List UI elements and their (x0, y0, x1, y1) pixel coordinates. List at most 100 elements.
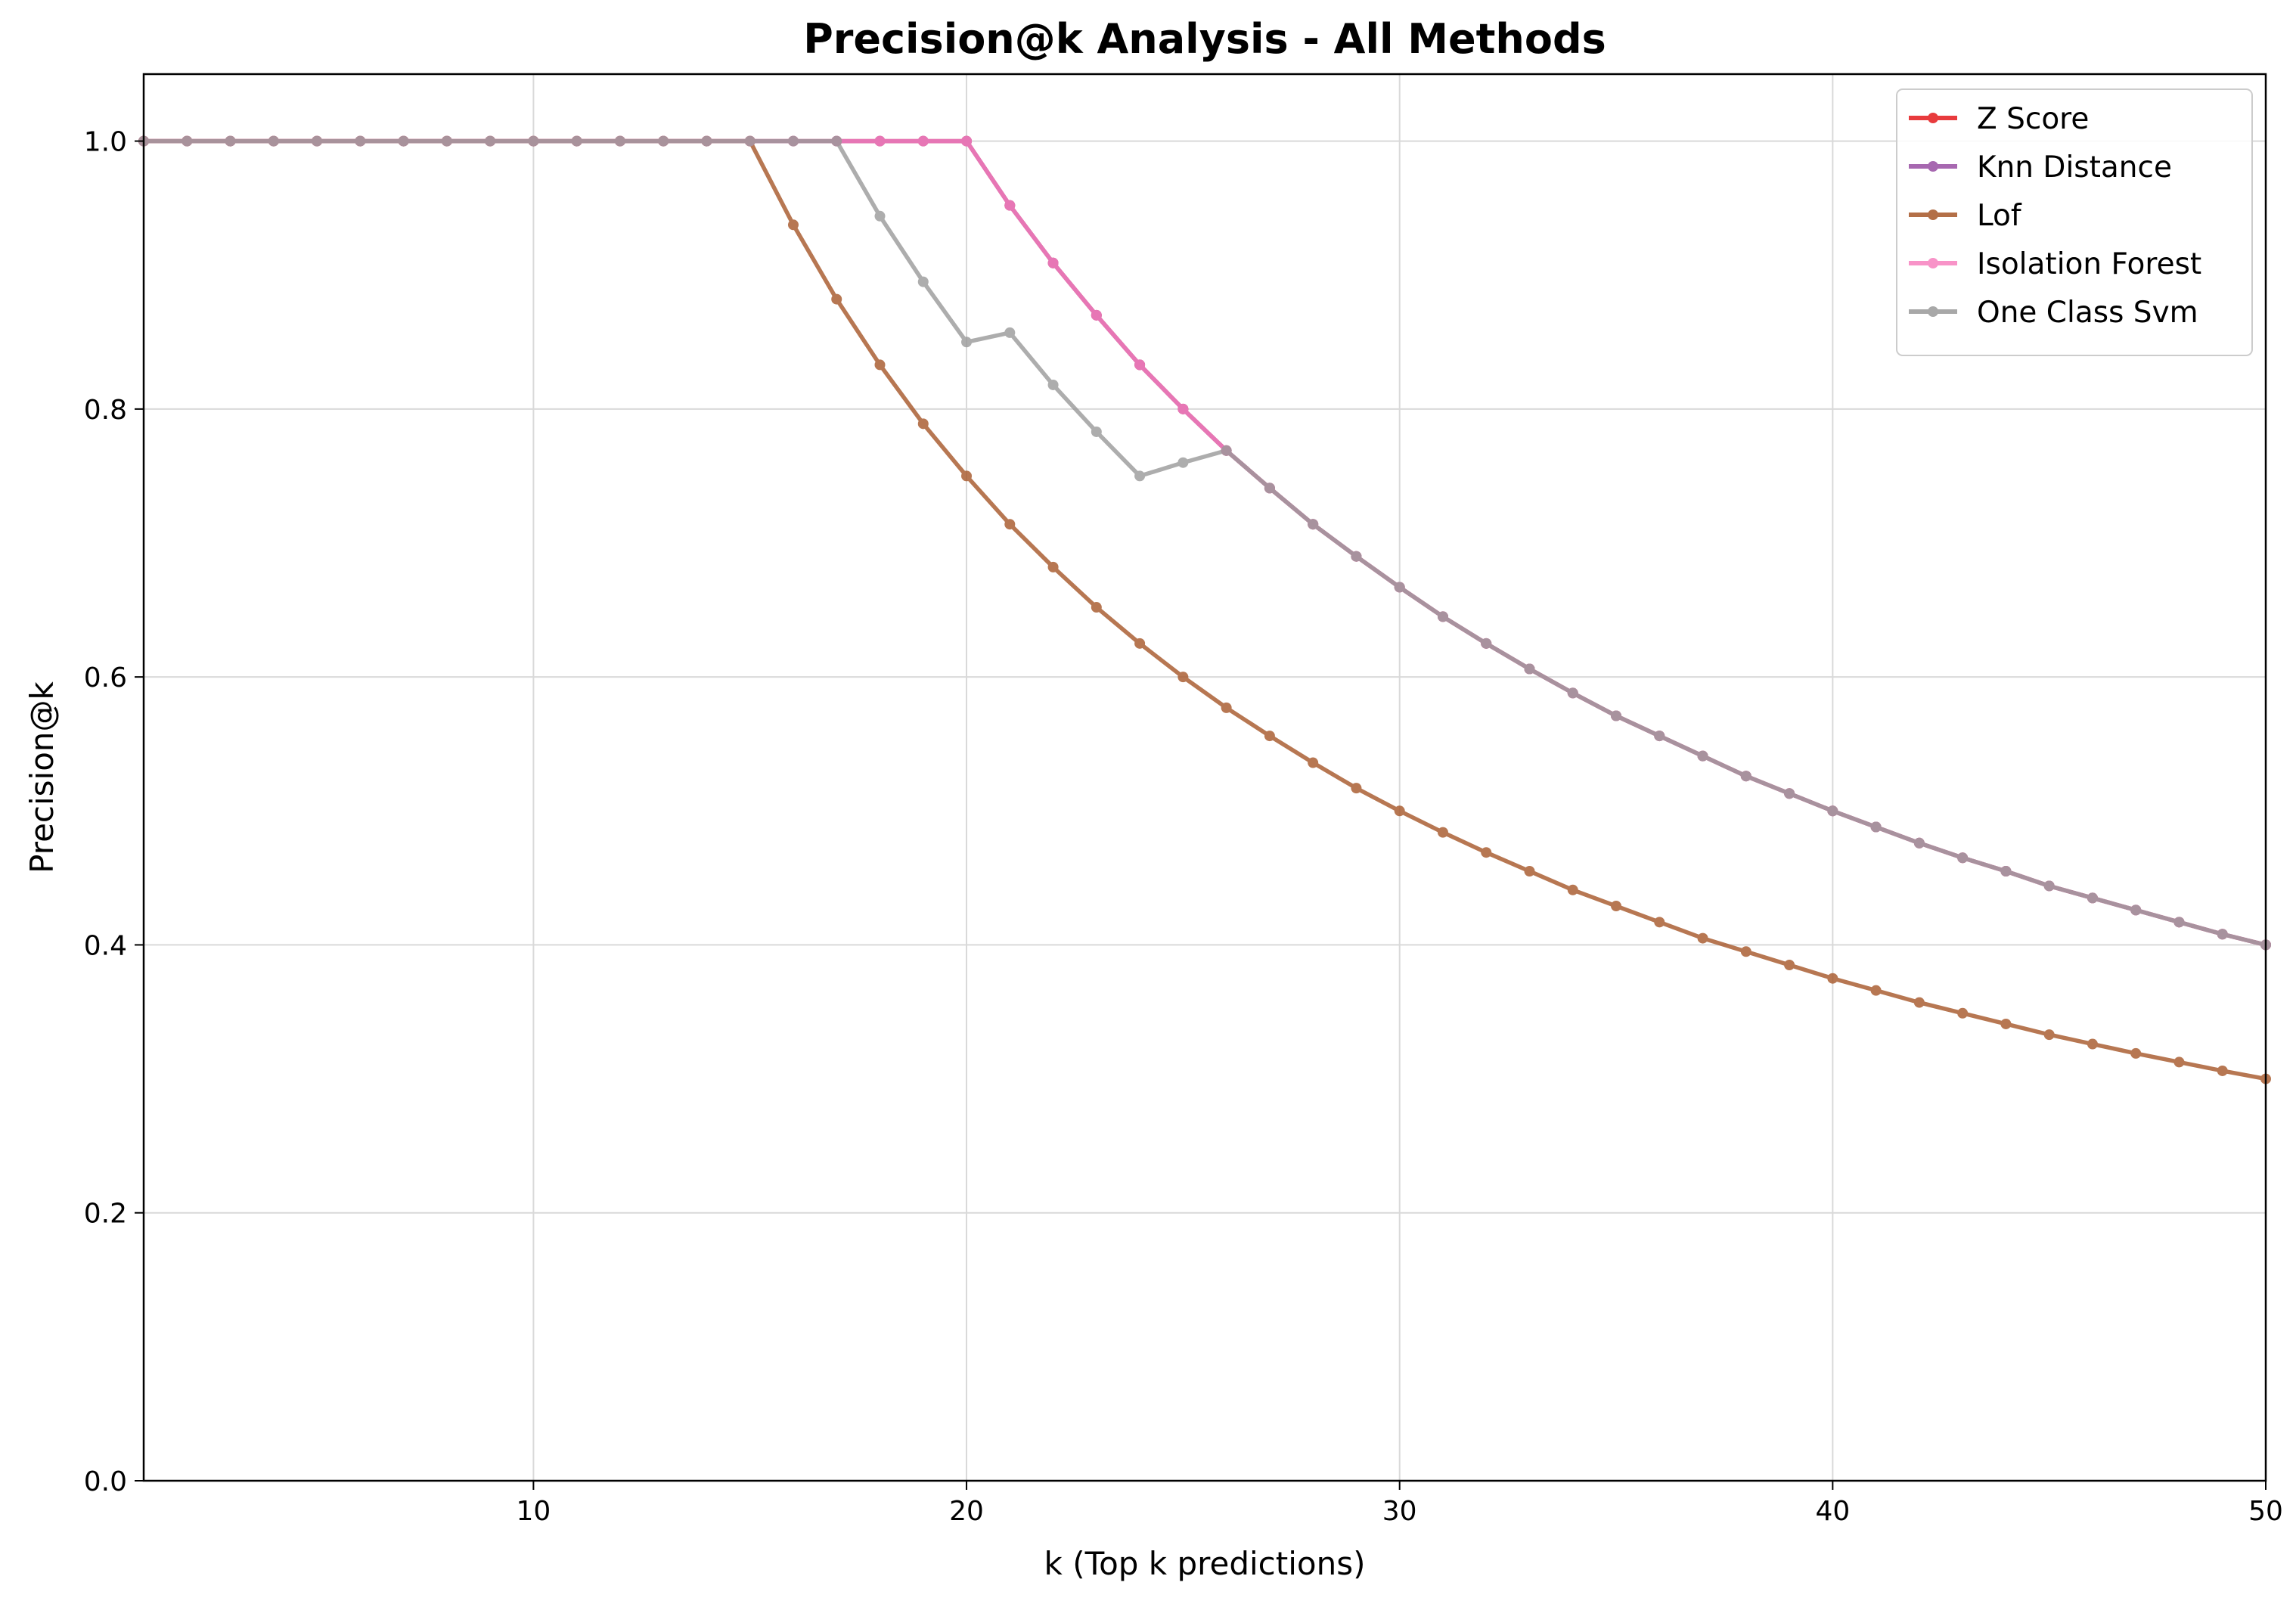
data-point (2043, 880, 2055, 892)
chart-title: Precision@k Analysis - All Methods (803, 15, 1606, 63)
data-point (1870, 985, 1882, 996)
data-point (2130, 904, 2142, 916)
x-tick-label: 40 (1815, 1496, 1850, 1527)
data-point (1394, 805, 1405, 817)
legend-item (1909, 113, 1957, 123)
plot-frame (142, 73, 2267, 1482)
data-point (1308, 757, 1319, 768)
data-point (1957, 1007, 1969, 1019)
data-point (1047, 257, 1059, 268)
data-point (1567, 884, 1578, 895)
data-point (831, 293, 842, 305)
data-point (658, 135, 669, 147)
legend-item (1909, 209, 1957, 220)
data-point (2087, 1038, 2098, 1050)
legend-label: Lof (1977, 199, 2022, 233)
data-point (1437, 611, 1448, 622)
data-point (1913, 837, 1925, 849)
data-point (1437, 827, 1448, 838)
data-point (1004, 519, 1016, 530)
data-point (917, 135, 929, 147)
data-point (1221, 445, 1232, 456)
data-point (1091, 426, 1102, 437)
data-point (1351, 551, 1362, 562)
data-point (182, 135, 193, 147)
data-point (1740, 771, 1751, 782)
legend-box (1896, 88, 2253, 356)
data-point (2043, 1029, 2055, 1041)
data-point (961, 337, 973, 348)
data-point (1264, 731, 1275, 742)
data-point (2173, 1056, 2185, 1068)
data-point (1264, 482, 1275, 494)
data-point (1004, 200, 1016, 211)
data-point (1351, 783, 1362, 794)
data-point (1611, 901, 1622, 912)
data-point (2000, 866, 2012, 877)
data-point (1004, 327, 1016, 338)
data-point (1134, 638, 1146, 649)
data-point (2000, 1018, 2012, 1029)
data-point (355, 135, 366, 147)
data-point (1827, 973, 1838, 984)
data-point (312, 135, 323, 147)
data-point (1697, 932, 1708, 944)
data-point (787, 219, 799, 231)
data-point (787, 135, 799, 147)
x-tick-label: 50 (2248, 1496, 2283, 1527)
y-tick-label: 0.2 (84, 1199, 127, 1230)
data-point (961, 470, 973, 482)
data-point (614, 135, 625, 147)
data-point (1481, 847, 1492, 858)
data-point (225, 135, 236, 147)
data-point (1177, 672, 1189, 683)
ticks: 10 20 30 40 50 0.0 0.2 0.4 0.6 0.8 1.0 (84, 127, 2283, 1527)
data-point (874, 210, 886, 222)
legend-label: Knn Distance (1977, 150, 2172, 185)
data-point (441, 135, 452, 147)
legend-label: Z Score (1977, 102, 2089, 136)
data-point (2217, 929, 2228, 940)
data-point (2087, 892, 2098, 904)
y-tick-label: 0.0 (84, 1466, 127, 1497)
legend-label: Isolation Forest (1977, 247, 2201, 281)
x-axis-label: k (Top k predictions) (1044, 1545, 1366, 1582)
data-point (1740, 946, 1751, 957)
series-line (144, 138, 2267, 948)
y-tick-label: 0.4 (84, 930, 127, 961)
data-point (1654, 731, 1665, 742)
data-point (1394, 582, 1405, 593)
y-tick-label: 0.6 (84, 662, 127, 693)
data-point (528, 135, 539, 147)
legend-marker (1928, 306, 1938, 317)
data-point (2130, 1047, 2142, 1059)
data-point (1177, 457, 1189, 468)
legend-label: One Class Svm (1977, 296, 2198, 330)
data-point (398, 135, 409, 147)
data-point (1913, 997, 1925, 1008)
data-point (1091, 602, 1102, 613)
data-point (917, 418, 929, 430)
legend-item (1909, 258, 1957, 268)
data-point (744, 135, 756, 147)
data-point (1221, 702, 1232, 713)
data-point (1047, 379, 1059, 390)
data-point (1870, 821, 1882, 833)
x-tick-label: 20 (949, 1496, 984, 1527)
legend-item (1909, 161, 1957, 172)
data-point (268, 135, 279, 147)
data-point (1784, 788, 1795, 799)
data-point (917, 276, 929, 287)
legend-marker (1928, 161, 1938, 172)
data-point (485, 135, 496, 147)
data-point (874, 135, 886, 147)
y-axis-label: Precision@k (23, 681, 61, 873)
series-layer (138, 135, 2271, 1084)
y-tick-label: 0.8 (84, 395, 127, 426)
data-point (1134, 470, 1146, 482)
data-point (1177, 403, 1189, 414)
data-point (1134, 359, 1146, 371)
data-point (571, 135, 582, 147)
legend: Z Score Knn Distance Lof Isolation Forest On… (1896, 88, 2253, 356)
